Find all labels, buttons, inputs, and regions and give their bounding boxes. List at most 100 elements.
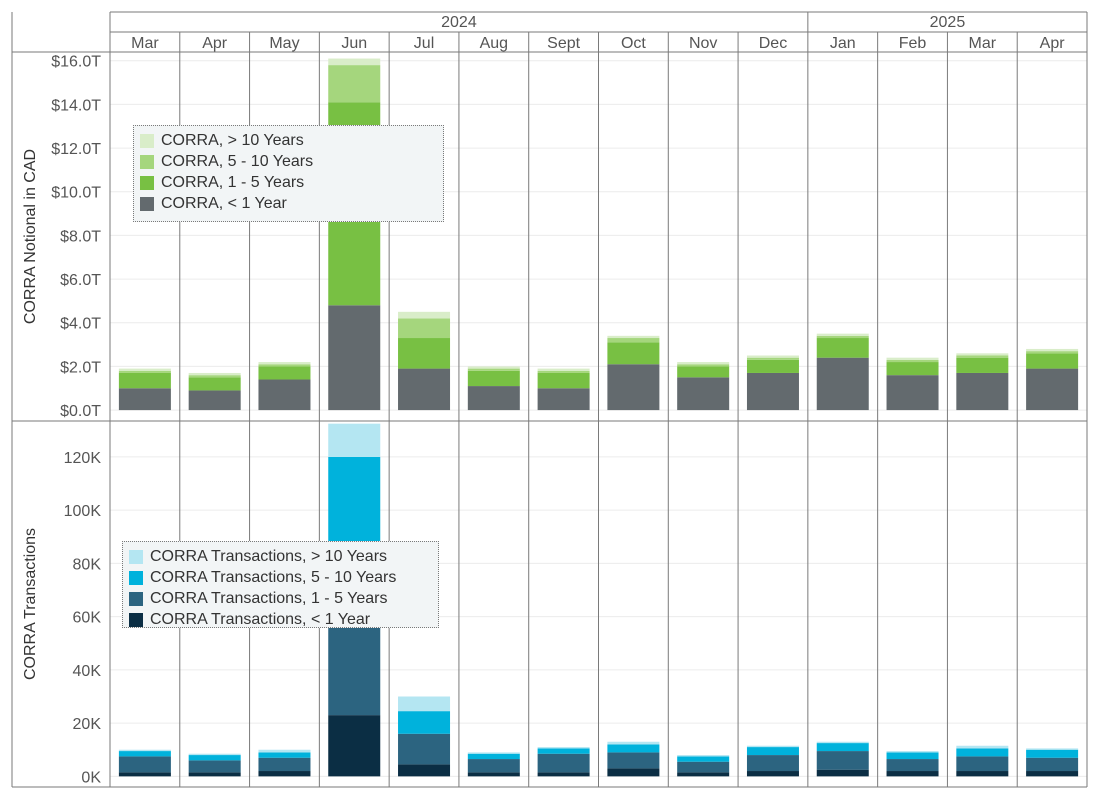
- year-header: 2025: [930, 14, 966, 31]
- notional-bar-segment: [118, 368, 171, 371]
- notional-bar-segment: [537, 368, 590, 371]
- transactions-bar-segment: [677, 772, 730, 777]
- notional-bar-segment: [956, 353, 1009, 356]
- transactions-bar-segment: [956, 748, 1009, 757]
- notional-bar-segment: [956, 357, 1009, 373]
- transactions-bar-segment: [816, 743, 869, 752]
- transactions-tick-label: 60K: [73, 610, 102, 627]
- notional-tick-label: $8.0T: [60, 228, 101, 245]
- month-header: Oct: [621, 35, 646, 52]
- legend-item: CORRA, > 10 Years: [134, 130, 443, 151]
- notional-bar-segment: [886, 362, 939, 376]
- transactions-bar-segment: [118, 772, 171, 777]
- transactions-bar-segment: [537, 772, 590, 777]
- month-header: Jun: [341, 35, 367, 52]
- transactions-bar-segment: [677, 756, 730, 762]
- legend-swatch: [140, 196, 154, 211]
- transactions-bar-segment: [607, 768, 660, 777]
- transactions-bar-segment: [746, 745, 799, 748]
- notional-bar-segment: [537, 372, 590, 389]
- notional-bar-segment: [886, 375, 939, 411]
- notional-bar-segment: [398, 311, 451, 319]
- transactions-bar-segment: [188, 760, 241, 773]
- legend-item: CORRA, < 1 Year: [134, 193, 443, 214]
- notional-bar-segment: [746, 355, 799, 358]
- notional-bar-segment: [328, 58, 381, 66]
- transactions-bar-segment: [258, 771, 311, 777]
- transactions-bar-segment: [258, 752, 311, 758]
- notional-bar-segment: [886, 357, 939, 360]
- transactions-tick-label: 20K: [73, 716, 102, 733]
- notional-bar-segment: [886, 359, 939, 363]
- transactions-legend: CORRA Transactions, > 10 Years CORRA Tran…: [122, 541, 439, 628]
- notional-bar-segment: [816, 338, 869, 358]
- notional-bar-segment: [118, 370, 171, 373]
- notional-tick-label: $14.0T: [51, 97, 101, 114]
- notional-bar-segment: [328, 305, 381, 411]
- notional-tick-label: $0.0T: [60, 403, 101, 420]
- transactions-bar-segment: [816, 751, 869, 770]
- transactions-bar-segment: [328, 715, 381, 777]
- month-header: Mar: [131, 35, 159, 52]
- transactions-axis-title: CORRA Transactions: [22, 528, 39, 680]
- transactions-bar-segment: [1026, 771, 1079, 777]
- transactions-bar-segment: [886, 751, 939, 753]
- month-header: Aug: [480, 35, 508, 52]
- notional-bar-segment: [467, 370, 520, 387]
- transactions-bar-segment: [956, 756, 1009, 772]
- notional-bar-segment: [258, 362, 311, 365]
- month-header: Dec: [759, 35, 787, 52]
- notional-bar-segment: [1026, 368, 1079, 411]
- transactions-bar-segment: [467, 752, 520, 754]
- transactions-bar-segment: [956, 771, 1009, 777]
- month-header: Feb: [899, 35, 927, 52]
- notional-bar-segment: [118, 388, 171, 411]
- notional-bar-segment: [258, 366, 311, 380]
- transactions-bar-segment: [607, 744, 660, 753]
- transactions-bar-segment: [607, 752, 660, 769]
- transactions-bar-segment: [537, 748, 590, 754]
- transactions-bar-segment: [886, 752, 939, 760]
- transactions-tick-label: 40K: [73, 663, 102, 680]
- transactions-bar-segment: [886, 759, 939, 772]
- notional-bar-segment: [607, 338, 660, 343]
- transactions-bar-segment: [537, 753, 590, 773]
- transactions-bar-segment: [1026, 749, 1079, 758]
- notional-bar-segment: [607, 364, 660, 411]
- notional-bar-segment: [677, 364, 730, 367]
- transactions-bar-segment: [467, 753, 520, 760]
- notional-bar-segment: [258, 364, 311, 367]
- transactions-bar-segment: [258, 757, 311, 772]
- legend-item: CORRA Transactions, > 10 Years: [123, 546, 438, 567]
- notional-bar-segment: [467, 386, 520, 411]
- month-header: Sept: [547, 35, 580, 52]
- notional-bar-segment: [677, 362, 730, 365]
- legend-item: CORRA Transactions, < 1 Year: [123, 609, 438, 630]
- transactions-bar-segment: [188, 755, 241, 761]
- notional-bar-segment: [956, 355, 1009, 358]
- notional-bar-segment: [398, 318, 451, 339]
- transactions-bar-segment: [956, 745, 1009, 749]
- notional-bar-segment: [816, 335, 869, 339]
- transactions-bar-segment: [1026, 757, 1079, 772]
- notional-bar-segment: [537, 370, 590, 373]
- notional-bar-segment: [118, 372, 171, 389]
- legend-item: CORRA Transactions, 1 - 5 Years: [123, 588, 438, 609]
- notional-tick-label: $16.0T: [51, 54, 101, 71]
- transactions-bar-segment: [467, 772, 520, 777]
- notional-tick-label: $2.0T: [60, 359, 101, 376]
- legend-label: CORRA Transactions, < 1 Year: [150, 610, 371, 628]
- year-header: 2024: [441, 14, 477, 31]
- notional-tick-label: $4.0T: [60, 316, 101, 333]
- legend-label: CORRA, > 10 Years: [161, 131, 304, 149]
- transactions-bar-segment: [816, 741, 869, 744]
- month-header: Apr: [202, 35, 228, 52]
- notional-bar-segment: [746, 357, 799, 360]
- notional-tick-label: $6.0T: [60, 272, 101, 289]
- legend-swatch: [140, 154, 154, 169]
- notional-bar-segment: [467, 368, 520, 371]
- notional-bar-segment: [816, 357, 869, 411]
- legend-item: CORRA Transactions, 5 - 10 Years: [123, 567, 438, 588]
- notional-bar-segment: [258, 379, 311, 411]
- notional-bar-segment: [188, 372, 241, 376]
